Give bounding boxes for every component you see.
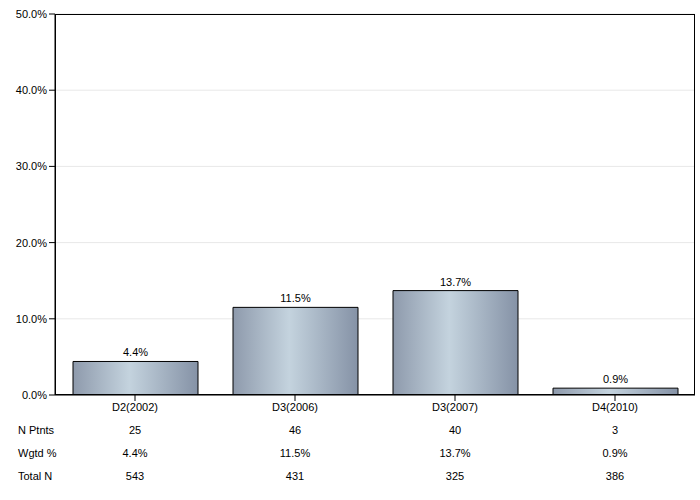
svg-text:11.5%: 11.5%	[280, 292, 311, 304]
svg-text:0.9%: 0.9%	[603, 373, 628, 385]
html-text:386: 386	[605, 470, 625, 482]
html-text:40: 40	[448, 424, 462, 436]
svg-text:20.0%: 20.0%	[16, 237, 47, 249]
svg-text:40.0%: 40.0%	[16, 84, 47, 96]
html-text:25: 25	[128, 424, 142, 436]
svg-text:D3(2006): D3(2006)	[272, 401, 318, 413]
svg-text:D2(2002): D2(2002)	[112, 401, 158, 413]
svg-text:D3(2007): D3(2007)	[432, 401, 478, 413]
svg-text:13.7%: 13.7%	[440, 276, 471, 288]
svg-text:D4(2010): D4(2010)	[592, 401, 638, 413]
svg-text:10.0%: 10.0%	[16, 313, 47, 325]
html-text:3: 3	[611, 424, 619, 436]
html-text:431: 431	[285, 470, 305, 482]
svg-text:4.4%: 4.4%	[123, 346, 148, 358]
svg-text:0.0%: 0.0%	[22, 389, 47, 401]
html-text:Total N: Total N	[18, 470, 53, 482]
svg-text:30.0%: 30.0%	[16, 160, 47, 172]
html-text:543: 543	[125, 470, 145, 482]
html-text:4.4%: 4.4%	[122, 447, 148, 459]
html-text:325: 325	[445, 470, 465, 482]
html-text:Wgtd %: Wgtd %	[18, 447, 57, 459]
html-text:N Ptnts: N Ptnts	[18, 424, 55, 436]
html-text:46: 46	[288, 424, 302, 436]
html-text:0.9%: 0.9%	[602, 447, 628, 459]
html-text:13.7%: 13.7%	[439, 447, 471, 459]
html-text:11.5%: 11.5%	[279, 447, 311, 459]
svg-text:50.0%: 50.0%	[16, 8, 47, 20]
